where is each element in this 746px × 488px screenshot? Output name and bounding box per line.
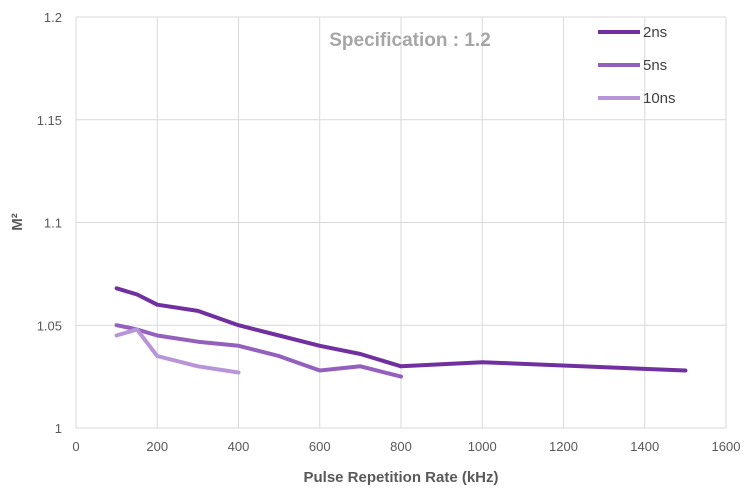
y-tick-label: 1.05: [37, 318, 62, 333]
legend-label-2ns: 2ns: [643, 24, 667, 41]
y-tick-label: 1.15: [37, 113, 62, 128]
x-axis-title: Pulse Repetition Rate (kHz): [303, 469, 498, 486]
x-tick-label: 600: [309, 439, 331, 454]
x-tick-label: 1400: [630, 439, 659, 454]
gridlines: [75, 16, 727, 429]
y-tick-label: 1.1: [44, 216, 62, 231]
x-tick-label: 1600: [712, 439, 741, 454]
series-line-10ns: [114, 327, 241, 375]
legend-label-5ns: 5ns: [643, 57, 667, 74]
x-axis-ticks: 0 200 400 600 800 1000 1200 1400 1600: [72, 439, 740, 454]
x-tick-label: 200: [146, 439, 168, 454]
legend: 2ns 5ns 10ns: [598, 24, 676, 107]
chart-annotation: Specification : 1.2: [329, 30, 491, 51]
series-line-2ns: [114, 286, 688, 373]
series-lines: [114, 286, 688, 379]
y-axis-title: M²: [9, 213, 26, 231]
y-tick-label: 1: [55, 421, 62, 436]
x-tick-label: 800: [390, 439, 412, 454]
y-tick-label: 1.2: [44, 10, 62, 25]
x-tick-label: 1000: [468, 439, 497, 454]
x-tick-label: 1200: [549, 439, 578, 454]
x-tick-label: 0: [72, 439, 79, 454]
x-tick-label: 400: [228, 439, 250, 454]
legend-label-10ns: 10ns: [643, 90, 676, 107]
series-line-5ns: [114, 323, 403, 379]
y-axis-ticks: 1 1.05 1.1 1.15 1.2: [37, 10, 62, 436]
